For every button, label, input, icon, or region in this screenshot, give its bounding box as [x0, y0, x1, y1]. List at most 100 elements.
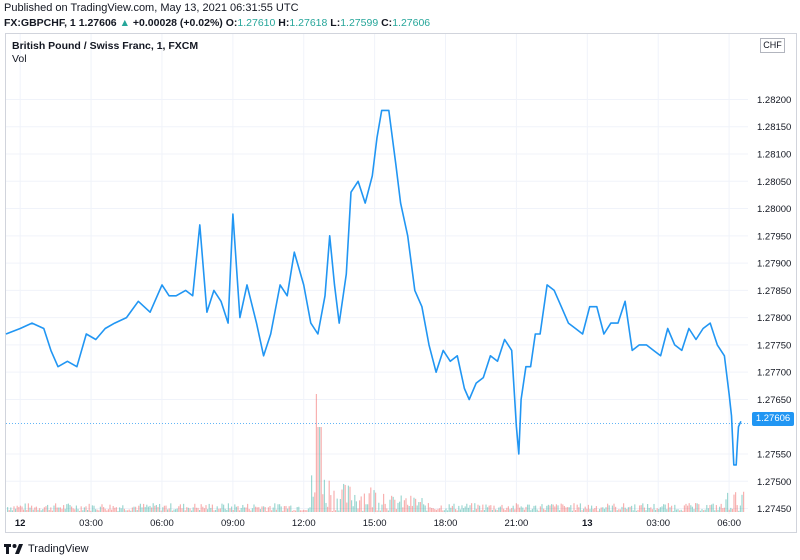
volume-bar	[467, 507, 469, 512]
change-value: +0.00028 (+0.02%)	[132, 17, 223, 29]
volume-bar	[226, 509, 228, 512]
volume-bar	[539, 506, 541, 512]
volume-bar	[427, 503, 429, 512]
volume-bar	[736, 505, 738, 512]
volume-bar	[651, 509, 653, 512]
volume-bar	[507, 506, 509, 512]
volume-bar	[279, 504, 281, 512]
volume-bar	[616, 510, 618, 512]
volume-bar	[151, 507, 153, 512]
volume-bar	[352, 506, 354, 512]
volume-bar	[688, 503, 690, 512]
volume-bar	[127, 510, 129, 512]
volume-bar	[496, 510, 498, 512]
x-tick-label: 18:00	[434, 518, 458, 529]
volume-bar	[59, 507, 61, 512]
volume-bar	[354, 494, 356, 512]
volume-bar	[659, 507, 661, 512]
volume-bar	[626, 509, 628, 512]
volume-bar	[479, 505, 481, 512]
volume-bar	[95, 509, 97, 512]
volume-bar	[355, 501, 357, 512]
volume-bar	[709, 505, 711, 512]
volume-bar	[219, 508, 221, 512]
y-tick-label: 1.27700	[757, 368, 791, 379]
volume-bar	[362, 510, 364, 512]
volume-bar	[58, 507, 60, 512]
volume-bar	[698, 504, 700, 512]
volume-bar	[519, 507, 521, 512]
volume-bar	[155, 504, 157, 512]
volume-bar	[242, 504, 244, 512]
x-tick-label: 12:00	[292, 518, 316, 529]
volume-bar	[18, 507, 20, 512]
volume-bar	[187, 507, 189, 512]
volume-bar	[655, 509, 657, 512]
volume-bar	[645, 510, 647, 512]
volume-bar	[578, 507, 580, 512]
volume-bar	[623, 503, 625, 512]
chart-frame[interactable]	[5, 33, 797, 533]
volume-bar	[675, 509, 677, 512]
volume-bar	[603, 508, 605, 512]
volume-bar	[16, 505, 18, 512]
volume-bar	[285, 505, 287, 512]
volume-bar	[472, 510, 474, 512]
volume-bar	[200, 504, 202, 512]
volume-bar	[291, 510, 293, 512]
volume-bar	[445, 508, 447, 512]
volume-bar	[631, 505, 633, 512]
volume-bar	[290, 505, 292, 512]
volume-bar	[122, 505, 124, 512]
volume-bar	[163, 505, 165, 512]
volume-bar	[607, 503, 609, 512]
volume-bar	[600, 507, 602, 512]
volume-bar	[128, 509, 130, 512]
volume-bar	[538, 510, 540, 512]
y-tick-label: 1.27950	[757, 231, 791, 242]
currency-badge[interactable]: CHF	[760, 38, 785, 53]
volume-bar	[658, 508, 660, 512]
volume-bar	[146, 504, 148, 512]
volume-bar	[403, 500, 405, 512]
volume-bar	[120, 508, 122, 512]
volume-bar	[167, 509, 169, 512]
volume-bar	[269, 506, 271, 512]
volume-bar	[64, 508, 66, 512]
volume-bar	[272, 507, 274, 512]
y-tick-label: 1.27500	[757, 477, 791, 488]
volume-bar	[661, 506, 663, 512]
volume-bar	[253, 504, 255, 512]
volume-bar	[509, 509, 511, 512]
volume-bar	[543, 508, 545, 512]
volume-bar	[682, 510, 684, 512]
volume-bar	[391, 495, 393, 512]
x-tick-label: 06:00	[717, 518, 741, 529]
volume-bar	[360, 496, 362, 512]
volume-bar	[333, 490, 335, 512]
volume-bar	[266, 510, 268, 512]
volume-bar	[184, 510, 186, 512]
change-arrow: ▲	[119, 17, 130, 29]
volume-bar	[314, 492, 316, 512]
volume-bar	[338, 510, 340, 512]
volume-bar	[325, 502, 327, 512]
volume-bar	[357, 508, 359, 512]
volume-bar	[575, 510, 577, 512]
volume-bar	[459, 509, 461, 512]
volume-bar	[387, 510, 389, 512]
volume-bar	[599, 508, 601, 512]
volume-bar	[511, 508, 513, 512]
volume-bar	[557, 505, 559, 512]
volume-bar	[115, 507, 117, 512]
volume-bar	[258, 507, 260, 512]
volume-bar	[26, 510, 28, 512]
volume-bar	[229, 508, 231, 512]
volume-bar	[727, 492, 729, 512]
volume-bar	[619, 509, 621, 512]
volume-bar	[677, 509, 679, 512]
volume-bar	[544, 509, 546, 512]
footer-brand[interactable]: TradingView	[4, 540, 89, 558]
volume-bar	[106, 510, 108, 512]
